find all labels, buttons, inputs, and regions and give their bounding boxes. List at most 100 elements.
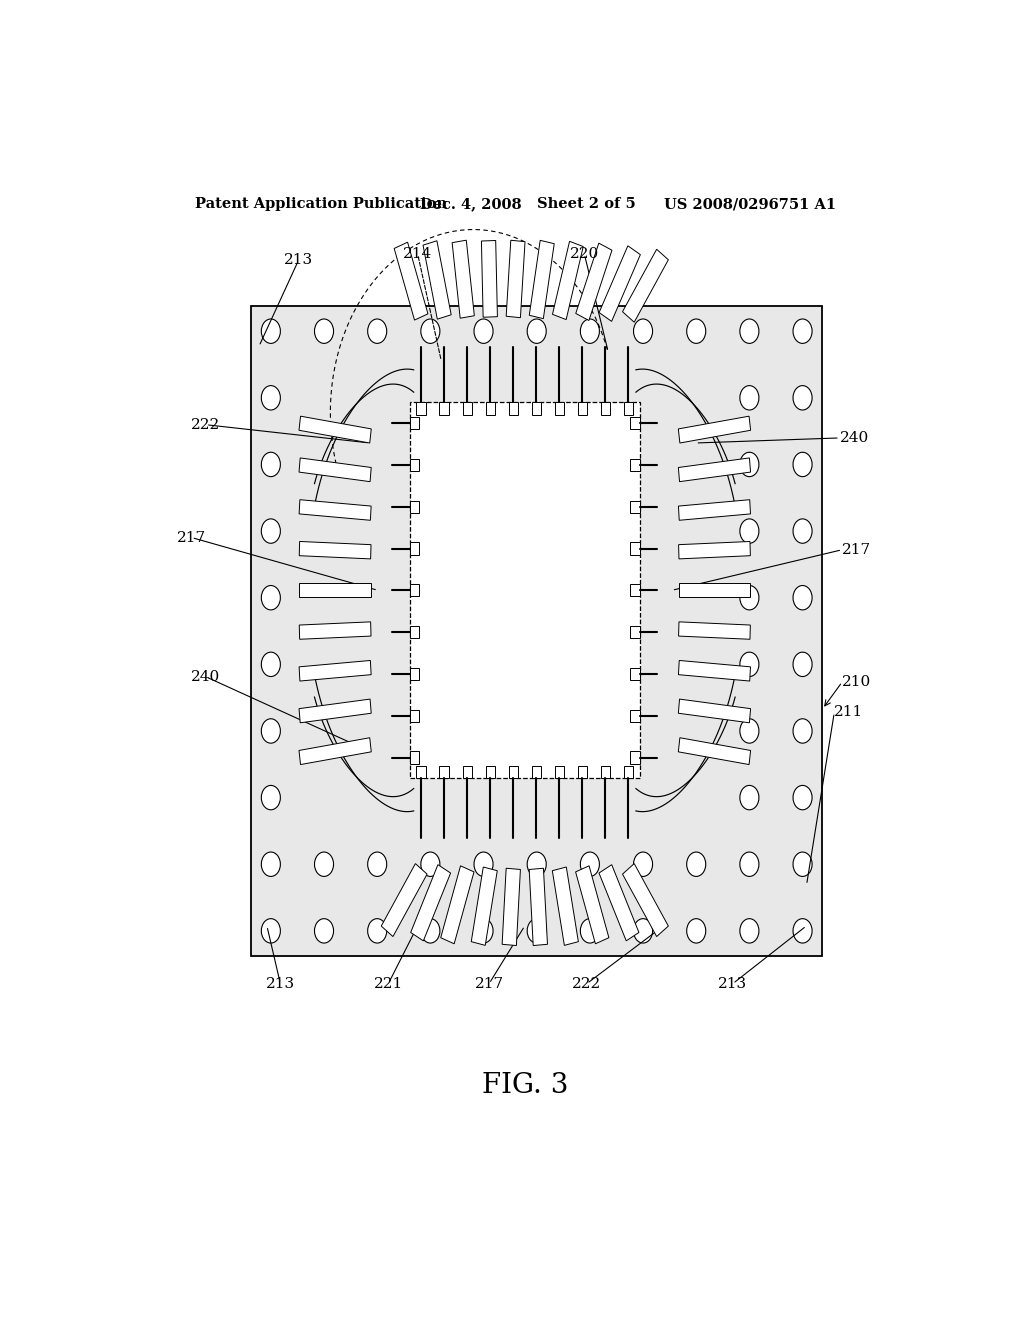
Text: 240: 240 [840,430,869,445]
Polygon shape [299,660,371,681]
Circle shape [421,319,440,343]
Bar [410,500,419,513]
Polygon shape [299,700,372,723]
Bar [485,766,495,779]
Circle shape [261,319,281,343]
Bar [509,403,518,414]
Text: 211: 211 [835,705,863,719]
Circle shape [740,652,759,677]
Text: 220: 220 [569,247,599,261]
Polygon shape [453,240,474,318]
Bar [410,668,419,680]
Bar [417,403,426,414]
Circle shape [314,919,334,942]
Circle shape [368,919,387,942]
Circle shape [793,851,812,876]
Polygon shape [502,869,520,945]
Polygon shape [599,865,639,941]
Circle shape [261,519,281,544]
Circle shape [740,586,759,610]
Bar [439,766,449,779]
Circle shape [793,719,812,743]
Bar [631,585,640,597]
Polygon shape [679,622,751,639]
Text: Dec. 4, 2008: Dec. 4, 2008 [420,197,521,211]
Bar [410,585,419,597]
Text: 217: 217 [177,531,206,545]
Polygon shape [299,738,372,764]
Text: Patent Application Publication: Patent Application Publication [196,197,447,211]
Polygon shape [299,622,371,639]
Circle shape [740,785,759,809]
Bar [578,766,587,779]
Polygon shape [678,700,751,723]
Circle shape [314,319,334,343]
Polygon shape [299,458,372,482]
Bar [631,459,640,471]
Circle shape [368,319,387,343]
Bar [631,668,640,680]
Circle shape [793,785,812,809]
Text: 213: 213 [266,977,295,991]
Circle shape [314,851,334,876]
Polygon shape [623,249,669,322]
Bar [251,306,822,956]
Text: 217: 217 [474,977,504,991]
Circle shape [793,586,812,610]
Circle shape [527,319,546,343]
Bar [531,766,541,779]
Bar [601,403,610,414]
Circle shape [634,851,652,876]
Bar [509,766,518,779]
Circle shape [793,453,812,477]
Bar [439,403,449,414]
Circle shape [740,385,759,411]
Bar [624,766,633,779]
Bar [631,543,640,554]
Polygon shape [299,583,371,598]
Polygon shape [679,583,751,598]
Circle shape [687,319,706,343]
Circle shape [687,919,706,942]
Polygon shape [481,240,498,317]
Polygon shape [679,541,751,558]
Polygon shape [411,865,451,941]
Bar [463,403,472,414]
Circle shape [740,919,759,942]
Text: 213: 213 [284,253,313,267]
Bar [410,543,419,554]
Circle shape [421,919,440,942]
Bar [417,766,426,779]
Polygon shape [381,863,427,937]
Bar [631,751,640,763]
Circle shape [474,319,493,343]
Polygon shape [552,867,579,945]
Polygon shape [678,458,751,482]
Text: FIG. 3: FIG. 3 [481,1072,568,1098]
Polygon shape [575,243,612,321]
Text: 221: 221 [374,977,402,991]
Circle shape [527,851,546,876]
Circle shape [793,652,812,677]
Circle shape [740,519,759,544]
Polygon shape [529,869,548,945]
Bar [410,417,419,429]
Circle shape [793,319,812,343]
Bar [578,403,587,414]
Circle shape [421,851,440,876]
Circle shape [581,851,599,876]
Bar [410,459,419,471]
Text: 213: 213 [718,977,748,991]
Circle shape [261,785,281,809]
Bar [410,626,419,639]
Polygon shape [679,500,751,520]
Polygon shape [679,660,751,681]
Circle shape [740,453,759,477]
Text: 217: 217 [842,543,871,557]
Circle shape [261,652,281,677]
Circle shape [261,919,281,942]
Text: Sheet 2 of 5: Sheet 2 of 5 [537,197,636,211]
Circle shape [581,319,599,343]
Bar [631,626,640,639]
Circle shape [740,719,759,743]
